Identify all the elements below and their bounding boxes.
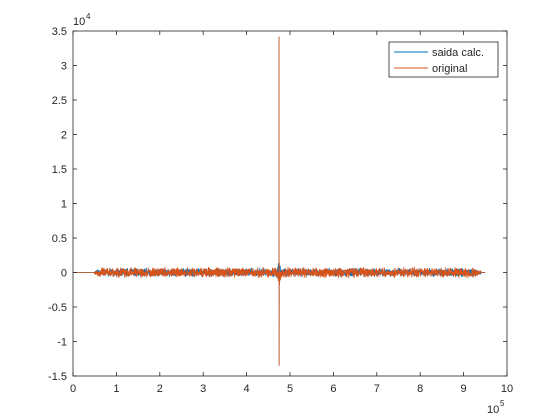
y-exponent-base: 10: [73, 16, 85, 28]
y-exponent-power: 4: [86, 12, 91, 21]
y-tick-label: 3.5: [52, 26, 67, 38]
x-tick-label: 3: [200, 383, 206, 395]
y-tick-label: -1: [57, 337, 67, 349]
y-tick-label: 1.5: [52, 164, 67, 176]
y-tick-label: 1: [61, 199, 67, 211]
x-tick-label: 10: [501, 383, 513, 395]
series-line-original: [73, 36, 486, 366]
y-tick-label: 0.5: [52, 233, 67, 245]
series-layer: [73, 36, 486, 366]
legend-box: [388, 41, 499, 78]
x-tick-label: 7: [374, 383, 380, 395]
x-tick-label: 1: [113, 383, 119, 395]
x-tick-label: 5: [287, 383, 293, 395]
legend[interactable]: saida calc. original: [388, 41, 499, 78]
plot-area: [73, 31, 507, 376]
y-tick-label: 2: [61, 130, 67, 142]
y-tick-label: 0: [61, 268, 67, 280]
x-exponent-base: 10: [487, 404, 499, 416]
legend-label-saida-calc: saida calc.: [432, 47, 484, 59]
y-tick-label: -0.5: [48, 302, 67, 314]
x-tick-label: 4: [244, 383, 250, 395]
y-tick-label: -1.5: [48, 371, 67, 383]
y-ticks: -1.5 -1 -0.5 0 0.5 1 1.5 2 2.5 3 3.5: [48, 26, 507, 383]
y-tick-label: 3: [61, 61, 67, 73]
x-tick-label: 9: [461, 383, 467, 395]
x-tick-label: 6: [330, 383, 336, 395]
x-tick-label: 2: [157, 383, 163, 395]
x-ticks: 0 1 2 3 4 5 6 7 8 9 10: [70, 31, 513, 395]
x-exponent-power: 5: [500, 399, 505, 408]
legend-label-original: original: [432, 63, 467, 75]
x-tick-label: 8: [417, 383, 423, 395]
x-tick-label: 0: [70, 383, 76, 395]
y-tick-label: 2.5: [52, 95, 67, 107]
